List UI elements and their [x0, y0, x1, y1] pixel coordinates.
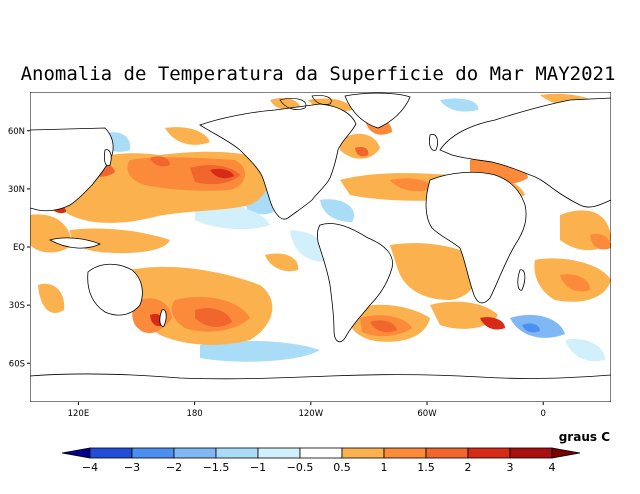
lon-tick-label: 120E	[68, 409, 90, 419]
antarctica	[30, 373, 611, 402]
asia-west-edge	[30, 127, 114, 212]
japan	[103, 149, 112, 167]
colorbar-swatch	[467, 447, 511, 459]
colorbar-level-label: 1.5	[417, 461, 435, 474]
warm-anomaly-region	[590, 234, 611, 250]
colorbar-swatch	[131, 447, 175, 459]
australia	[87, 263, 143, 316]
cool-anomaly-region	[440, 98, 479, 112]
madagascar	[517, 269, 526, 291]
warm-anomaly-region	[370, 320, 397, 333]
colorbar-level-label: 1	[381, 461, 388, 474]
colorbar-swatch	[383, 447, 427, 459]
lon-tick-label: 180	[186, 409, 202, 419]
warm-anomaly-region	[340, 133, 380, 159]
colorbar-level-label: −4	[82, 461, 98, 474]
lat-tick-label: 60S	[9, 359, 25, 369]
colorbar-swatch	[215, 447, 259, 459]
colorbar-upper-extension	[551, 447, 581, 459]
warm-anomaly-region	[560, 274, 590, 292]
colorbar-level-label: −2	[166, 461, 182, 474]
warm-anomaly-region	[308, 98, 352, 112]
greenland	[344, 92, 411, 129]
north-america	[199, 103, 357, 220]
lat-tick-label: EQ	[13, 243, 25, 253]
colorbar-swatch	[341, 447, 385, 459]
warm-anomaly-region	[210, 168, 234, 179]
cool-anomaly-region	[195, 203, 270, 230]
warm-anomaly-region	[195, 308, 232, 327]
colorbar-level-label: 2	[465, 461, 472, 474]
warm-anomaly-region	[265, 253, 299, 272]
colorbar-swatch	[299, 447, 343, 459]
warm-anomaly-region	[165, 127, 210, 145]
warm-anomaly-region	[38, 283, 65, 313]
africa	[425, 171, 527, 304]
warm-anomaly-region	[390, 178, 435, 192]
colorbar: −4 −3 −2 −1.5 −1 −0.5 0.5 1 1.5 2 3 4	[61, 447, 581, 474]
colorbar-level-label: 0.5	[333, 461, 351, 474]
units-label: graus C	[559, 430, 610, 444]
land-masses	[30, 92, 611, 402]
warm-anomaly-region	[480, 317, 505, 330]
colorbar-lower-extension	[61, 447, 91, 459]
lon-tick-label: 60W	[417, 409, 437, 419]
warm-anomaly-region	[70, 228, 170, 254]
cool-anomaly-region	[565, 339, 605, 362]
colorbar-level-label: −1.5	[203, 461, 230, 474]
colorbar-level-label: −1	[250, 461, 266, 474]
figure-title: Anomalia de Temperatura da Superficie do…	[21, 63, 616, 85]
cool-anomaly-region	[320, 199, 355, 222]
longitude-axis: 120E180120W60W060E	[68, 402, 546, 419]
lat-tick-label: 60N	[8, 127, 25, 137]
colorbar-level-label: 4	[549, 461, 556, 474]
lat-tick-label: 30N	[8, 185, 25, 195]
colorbar-level-label: −3	[124, 461, 140, 474]
colorbar-level-label: −0.5	[287, 461, 314, 474]
lon-tick-label: 120W	[298, 409, 323, 419]
warm-anomaly-region	[150, 156, 170, 167]
cool-anomaly-region	[522, 323, 540, 333]
map-panel	[30, 92, 611, 402]
british-isles	[428, 133, 438, 151]
warm-anomaly-region	[430, 301, 498, 329]
colorbar-swatch	[509, 447, 553, 459]
lat-tick-label: 30S	[9, 301, 25, 311]
warm-anomaly-region	[270, 97, 300, 110]
new-zealand	[159, 309, 167, 327]
eurasia	[439, 97, 611, 208]
colorbar-swatch	[257, 447, 301, 459]
colorbar-swatch	[89, 447, 133, 459]
arctic-islands	[279, 95, 332, 110]
latitude-axis: 60N 30N EQ 30S 60S	[8, 127, 30, 369]
warm-anomaly-region	[390, 243, 481, 300]
anomaly-field	[30, 93, 611, 362]
cool-anomaly-region	[290, 230, 327, 262]
lon-tick-label: 0	[541, 409, 546, 419]
warm-anomaly-region	[355, 146, 369, 157]
colorbar-level-label: 3	[507, 461, 514, 474]
indonesia	[48, 237, 101, 249]
colorbar-swatch	[173, 447, 217, 459]
south-america	[317, 223, 393, 343]
colorbar-swatch	[425, 447, 469, 459]
cool-anomaly-region	[200, 340, 320, 362]
